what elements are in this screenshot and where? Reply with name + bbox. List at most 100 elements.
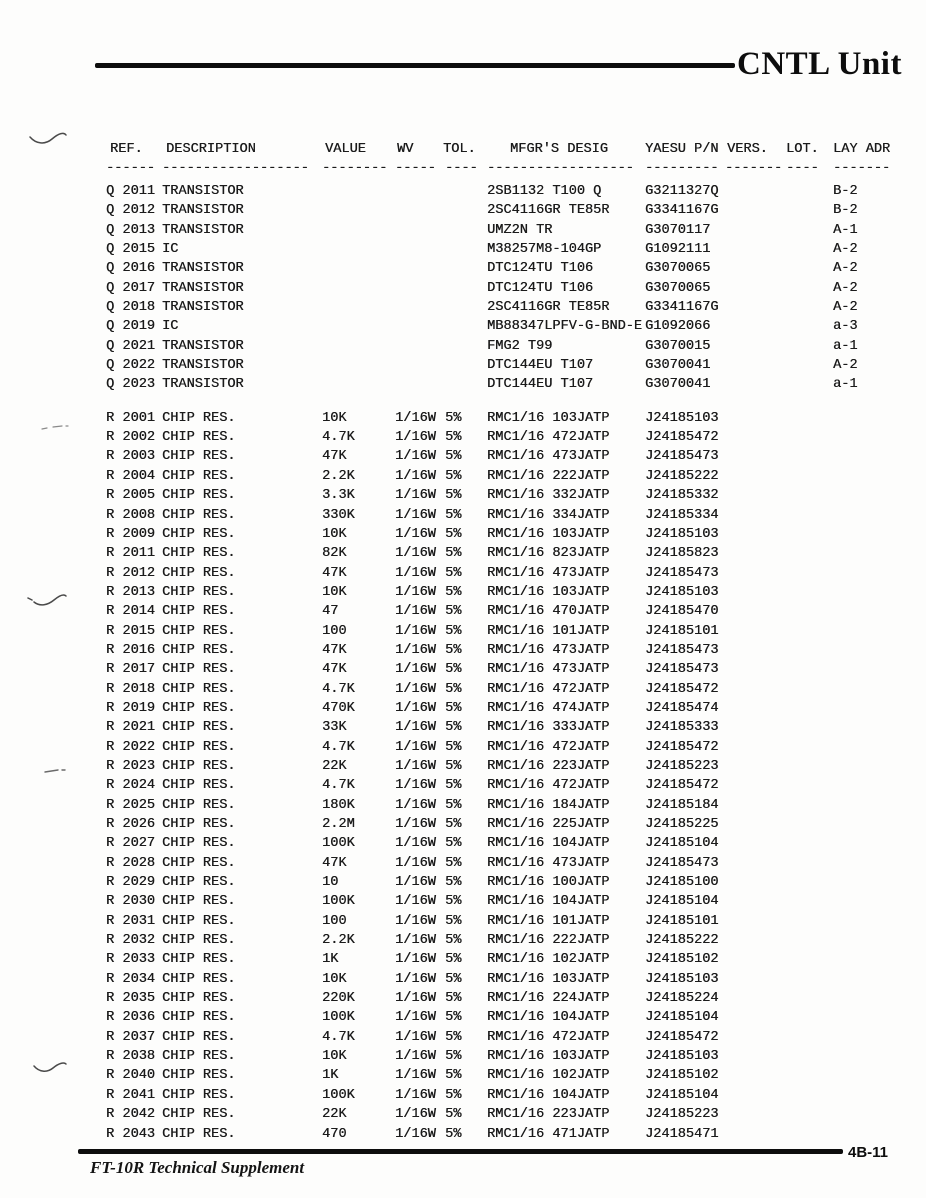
cell-yaesu-pn: J24185101 <box>645 623 719 639</box>
column-header-yaesu-pn: YAESU P/N <box>645 142 719 157</box>
cell-description: TRANSISTOR <box>162 300 244 316</box>
cell-yaesu-pn: G3070117 <box>645 222 711 238</box>
cell-ref: R 2037 <box>106 1029 155 1045</box>
cell-ref: R 2028 <box>106 855 155 871</box>
pencil-mark-icon <box>44 766 66 776</box>
cell-wv: 1/16W <box>395 681 436 697</box>
cell-mfgr-desig: RMC1/16 334JATP <box>487 507 610 523</box>
table-row: Q 2018 TRANSISTOR 2SC4116GR TE85R G3341167G… <box>0 298 926 317</box>
cell-value: 2.2K <box>322 933 355 949</box>
cell-yaesu-pn: J24185473 <box>645 642 719 658</box>
cell-mfgr-desig: RMC1/16 472JATP <box>487 739 610 755</box>
table-row: R 2012 CHIP RES. 47K 1/16W 5% RMC1/16 473JATP… <box>0 564 926 583</box>
cell-wv: 1/16W <box>395 1010 436 1026</box>
cell-wv: 1/16W <box>395 1126 436 1142</box>
cell-value: 10K <box>322 526 347 542</box>
cell-tol: 5% <box>445 681 462 697</box>
cell-yaesu-pn: J24185102 <box>645 1068 719 1084</box>
cell-description: CHIP RES. <box>162 584 236 600</box>
cell-yaesu-pn: J24185472 <box>645 681 719 697</box>
cell-value: 100K <box>322 836 355 852</box>
cell-ref: R 2011 <box>106 546 155 562</box>
cell-tol: 5% <box>445 739 462 755</box>
cell-ref: R 2018 <box>106 681 155 697</box>
table-row: Q 2015 IC M38257M8-104GP G1092111 A-2 <box>0 240 926 259</box>
cell-ref: R 2022 <box>106 739 155 755</box>
cell-mfgr-desig: RMC1/16 223JATP <box>487 1107 610 1123</box>
cell-lay-adr: a-1 <box>833 377 858 393</box>
cell-description: CHIP RES. <box>162 623 236 639</box>
table-row: R 2017 CHIP RES. 47K 1/16W 5% RMC1/16 473JATP… <box>0 660 926 679</box>
table-row: R 2032 CHIP RES. 2.2K 1/16W 5% RMC1/16 222JAT… <box>0 931 926 950</box>
cell-yaesu-pn: J24185225 <box>645 817 719 832</box>
cell-yaesu-pn: J24185222 <box>645 933 719 949</box>
cell-description: CHIP RES. <box>162 1107 236 1123</box>
cell-description: CHIP RES. <box>162 604 236 620</box>
cell-yaesu-pn: J24185472 <box>645 1029 719 1045</box>
cell-description: CHIP RES. <box>162 681 236 697</box>
cell-description: CHIP RES. <box>162 933 236 949</box>
cell-ref: R 2032 <box>106 933 155 949</box>
cell-mfgr-desig: 2SC4116GR TE85R <box>487 300 610 316</box>
cell-wv: 1/16W <box>395 526 436 542</box>
cell-tol: 5% <box>445 488 462 504</box>
cell-wv: 1/16W <box>395 700 436 716</box>
cell-wv: 1/16W <box>395 991 436 1007</box>
footer-rule <box>78 1149 843 1154</box>
cell-ref: R 2026 <box>106 817 155 832</box>
cell-mfgr-desig: RMC1/16 473JATP <box>487 642 610 658</box>
cell-yaesu-pn: J24185103 <box>645 1049 719 1065</box>
table-row: R 2030 CHIP RES. 100K 1/16W 5% RMC1/16 104JAT… <box>0 892 926 911</box>
cell-value: 47K <box>322 449 347 465</box>
cell-lay-adr: B-2 <box>833 203 858 219</box>
cell-description: CHIP RES. <box>162 836 236 852</box>
cell-tol: 5% <box>445 1107 462 1123</box>
cell-wv: 1/16W <box>395 933 436 949</box>
cell-mfgr-desig: DTC144EU T107 <box>487 358 594 374</box>
cell-yaesu-pn: J24185473 <box>645 449 719 465</box>
separator-dashes: ----- <box>395 161 436 176</box>
cell-value: 4.7K <box>322 1029 355 1045</box>
cell-lay-adr: a-1 <box>833 338 858 354</box>
cell-yaesu-pn: J24185184 <box>645 797 719 813</box>
cell-ref: R 2009 <box>106 526 155 542</box>
cell-mfgr-desig: RMC1/16 223JATP <box>487 758 610 774</box>
cell-description: TRANSISTOR <box>162 377 244 393</box>
cell-yaesu-pn: J24185103 <box>645 526 719 542</box>
cell-yaesu-pn: J24185224 <box>645 991 719 1007</box>
cell-lay-adr: A-2 <box>833 358 858 374</box>
cell-mfgr-desig: RMC1/16 332JATP <box>487 488 610 504</box>
cell-yaesu-pn: J24185222 <box>645 468 719 484</box>
cell-wv: 1/16W <box>395 449 436 465</box>
cell-mfgr-desig: RMC1/16 184JATP <box>487 797 610 813</box>
chip-resistor-section: R 2001 CHIP RES. 10K 1/16W 5% RMC1/16 103JATP… <box>0 409 926 1144</box>
cell-mfgr-desig: RMC1/16 225JATP <box>487 817 610 832</box>
cell-description: CHIP RES. <box>162 855 236 871</box>
page-number: 4B-11 <box>848 1144 889 1161</box>
table-row: Q 2021 TRANSISTOR FMG2 T99 G3070015 a-1 <box>0 337 926 356</box>
cell-yaesu-pn: G3341167G <box>645 203 719 219</box>
separator-dashes: -------- <box>322 161 388 176</box>
cell-tol: 5% <box>445 662 462 678</box>
cell-wv: 1/16W <box>395 778 436 794</box>
cell-yaesu-pn: G3211327Q <box>645 184 719 199</box>
cell-yaesu-pn: J24185103 <box>645 971 719 987</box>
cell-wv: 1/16W <box>395 430 436 446</box>
cell-mfgr-desig: RMC1/16 103JATP <box>487 526 610 542</box>
table-row: R 2034 CHIP RES. 10K 1/16W 5% RMC1/16 103JATP… <box>0 970 926 989</box>
cell-ref: R 2034 <box>106 971 155 987</box>
cell-description: CHIP RES. <box>162 410 236 426</box>
cell-description: IC <box>162 319 179 335</box>
cell-mfgr-desig: RMC1/16 473JATP <box>487 449 610 465</box>
cell-tol: 5% <box>445 584 462 600</box>
cell-wv: 1/16W <box>395 971 436 987</box>
column-header-description: DESCRIPTION <box>166 142 256 157</box>
cell-ref: R 2029 <box>106 875 155 891</box>
cell-ref: R 2040 <box>106 1068 155 1084</box>
cell-lay-adr: A-1 <box>833 222 858 238</box>
cell-description: CHIP RES. <box>162 526 236 542</box>
table-row: R 2025 CHIP RES. 180K 1/16W 5% RMC1/16 184JAT… <box>0 796 926 815</box>
cell-description: CHIP RES. <box>162 662 236 678</box>
cell-tol: 5% <box>445 720 462 736</box>
cell-mfgr-desig: RMC1/16 104JATP <box>487 1087 610 1103</box>
